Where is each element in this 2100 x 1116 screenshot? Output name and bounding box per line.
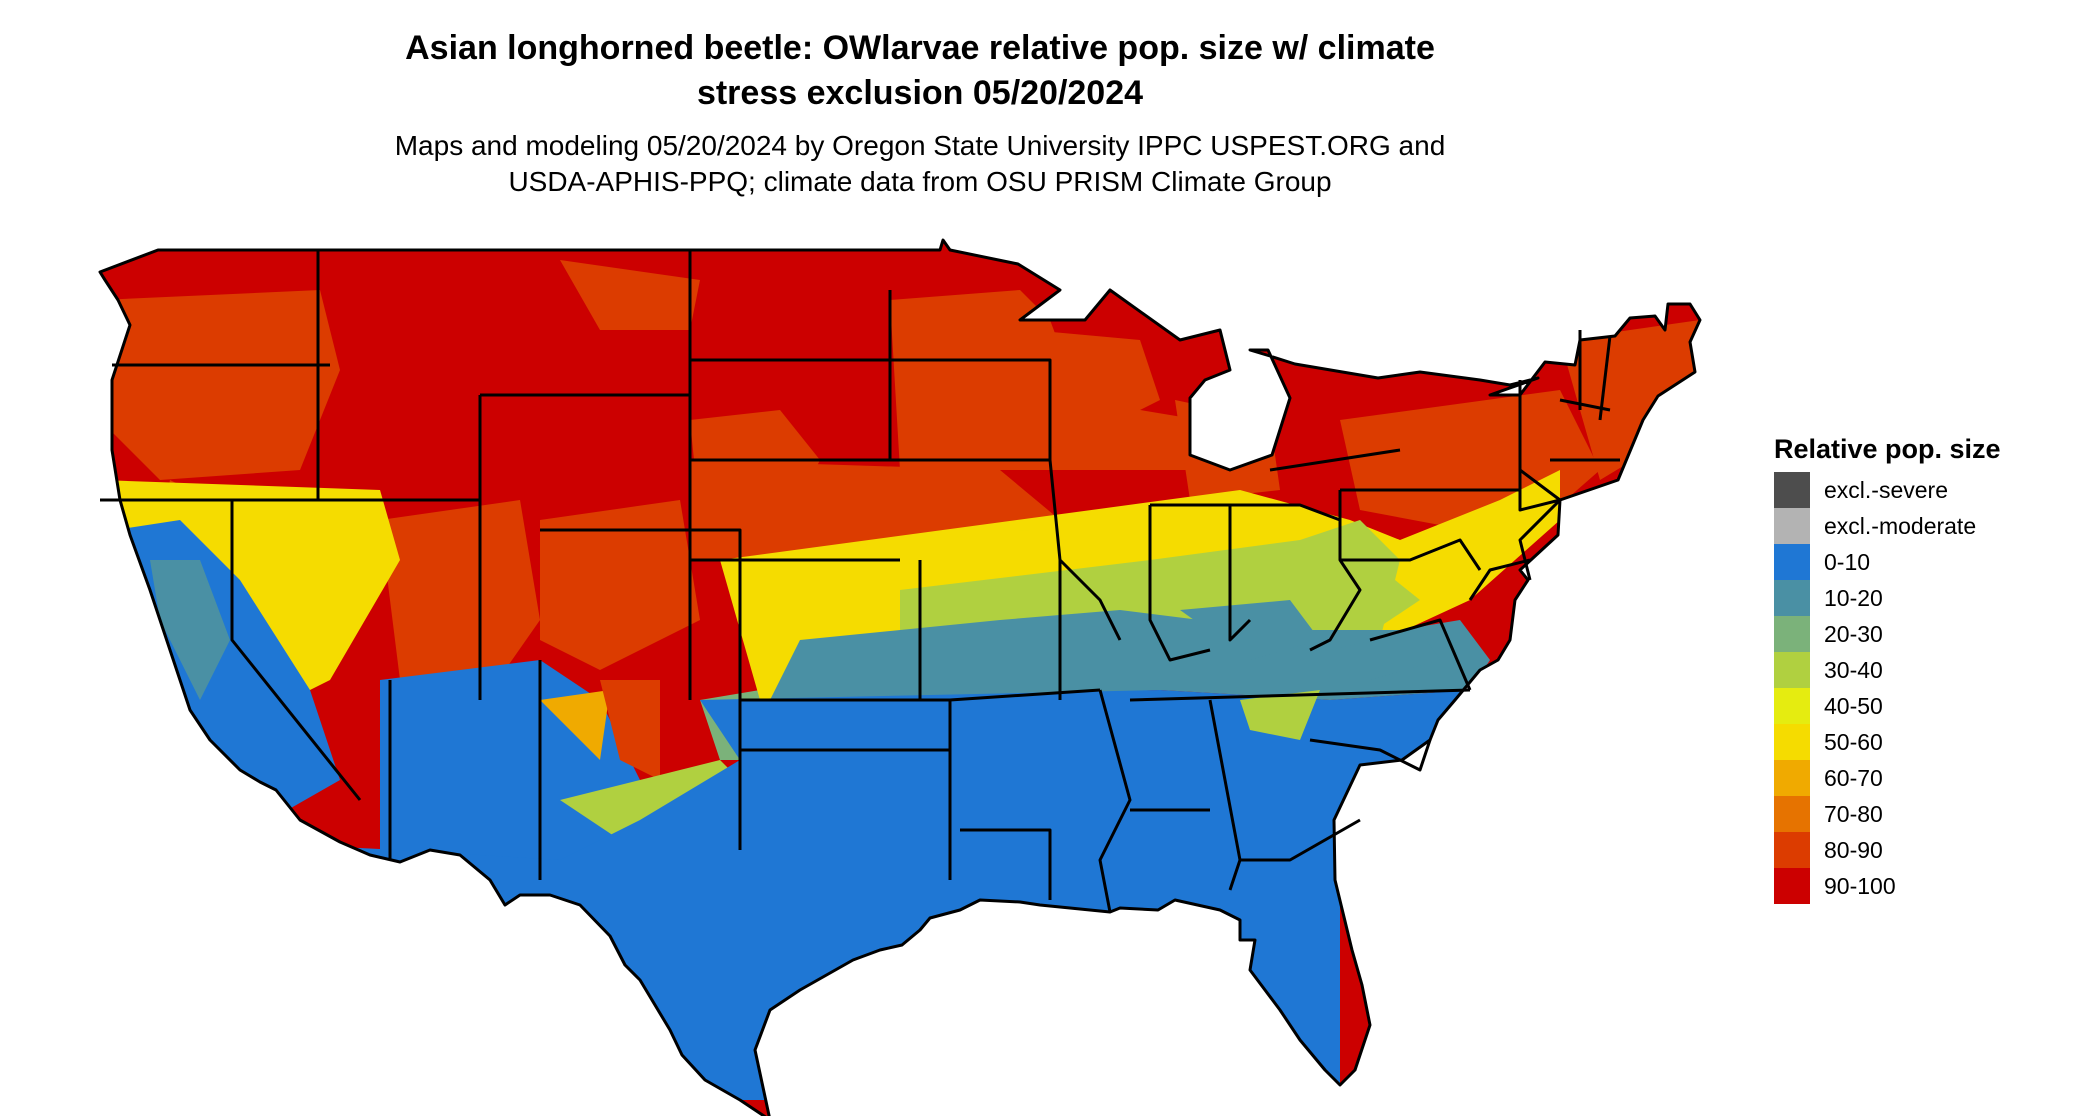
legend-swatch — [1774, 580, 1810, 616]
legend-swatch — [1774, 832, 1810, 868]
legend: Relative pop. size excl.-severe excl.-mod… — [1774, 432, 2001, 904]
legend-label: excl.-moderate — [1824, 512, 1977, 539]
legend-item: excl.-severe — [1774, 472, 2001, 508]
legend-swatch — [1774, 760, 1810, 796]
legend-item: 40-50 — [1774, 688, 2001, 724]
legend-label: 90-100 — [1824, 872, 1896, 899]
legend-items: excl.-severe excl.-moderate 0-10 10-20 20-30… — [1774, 472, 2001, 904]
legend-item: 70-80 — [1774, 796, 2001, 832]
legend-swatch — [1774, 724, 1810, 760]
legend-label: excl.-severe — [1824, 476, 1948, 503]
legend-label: 10-20 — [1824, 584, 1883, 611]
legend-swatch — [1774, 688, 1810, 724]
legend-label: 20-30 — [1824, 620, 1883, 647]
legend-item: 90-100 — [1774, 868, 2001, 904]
legend-swatch — [1774, 868, 1810, 904]
legend-item: 10-20 — [1774, 580, 2001, 616]
legend-label: 50-60 — [1824, 728, 1883, 755]
title-line-1: Asian longhorned beetle: OWlarvae relati… — [405, 29, 1435, 67]
map-subtitle: Maps and modeling 05/20/2024 by Oregon S… — [280, 128, 1560, 200]
legend-item: 30-40 — [1774, 652, 2001, 688]
subtitle-line-1: Maps and modeling 05/20/2024 by Oregon S… — [394, 130, 1446, 161]
legend-swatch — [1774, 544, 1810, 580]
legend-label: 40-50 — [1824, 692, 1883, 719]
legend-label: 0-10 — [1824, 548, 1871, 575]
title-line-2: stress exclusion 05/20/2024 — [696, 74, 1144, 112]
legend-item: 20-30 — [1774, 616, 2001, 652]
legend-swatch — [1774, 508, 1810, 544]
legend-swatch — [1774, 796, 1810, 832]
map-title: Asian longhorned beetle: OWlarvae relati… — [280, 26, 1560, 116]
legend-label: 80-90 — [1824, 836, 1883, 863]
legend-swatch — [1774, 616, 1810, 652]
legend-label: 70-80 — [1824, 800, 1883, 827]
legend-title: Relative pop. size — [1774, 434, 2001, 464]
legend-item: 0-10 — [1774, 544, 2001, 580]
legend-item: 50-60 — [1774, 724, 2001, 760]
legend-item: 80-90 — [1774, 832, 2001, 868]
legend-swatch — [1774, 652, 1810, 688]
subtitle-line-2: USDA-APHIS-PPQ; climate data from OSU PR… — [508, 166, 1332, 197]
legend-item: 60-70 — [1774, 760, 2001, 796]
legend-label: 30-40 — [1824, 656, 1883, 683]
legend-swatch — [1774, 472, 1810, 508]
legend-label: 60-70 — [1824, 764, 1883, 791]
legend-item: excl.-moderate — [1774, 508, 2001, 544]
